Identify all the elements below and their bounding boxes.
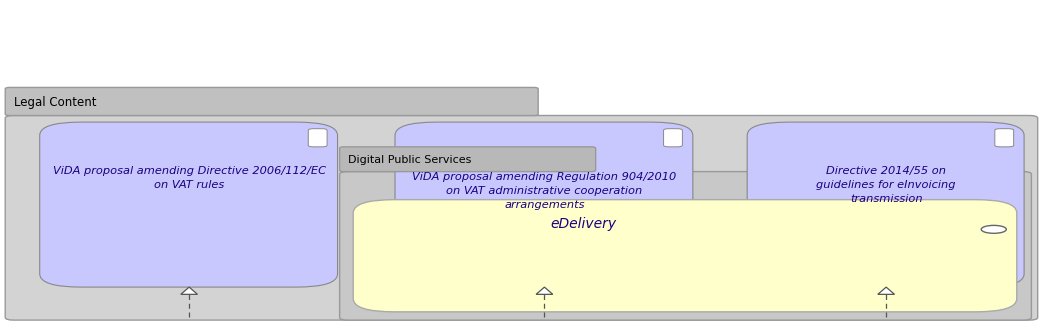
Text: Digital Public Services: Digital Public Services: [348, 155, 471, 165]
Circle shape: [981, 225, 1006, 233]
Text: ViDA proposal amending Regulation 904/2010
on VAT administrative cooperation
arr: ViDA proposal amending Regulation 904/20…: [413, 172, 676, 211]
FancyBboxPatch shape: [747, 122, 1024, 287]
FancyBboxPatch shape: [5, 87, 538, 116]
Polygon shape: [536, 287, 553, 294]
Polygon shape: [181, 287, 198, 294]
FancyBboxPatch shape: [308, 129, 327, 147]
Text: ViDA proposal amending Directive 2006/112/EC
on VAT rules: ViDA proposal amending Directive 2006/11…: [52, 166, 326, 190]
FancyBboxPatch shape: [40, 122, 338, 287]
FancyBboxPatch shape: [664, 129, 682, 147]
Text: eDelivery: eDelivery: [550, 217, 617, 231]
FancyBboxPatch shape: [395, 122, 693, 287]
FancyBboxPatch shape: [340, 147, 596, 172]
FancyBboxPatch shape: [995, 129, 1014, 147]
FancyBboxPatch shape: [5, 115, 1038, 320]
Polygon shape: [878, 287, 895, 294]
Text: Legal Content: Legal Content: [14, 96, 96, 109]
FancyBboxPatch shape: [353, 200, 1017, 312]
Text: Directive 2014/55 on
guidelines for eInvoicing
transmission: Directive 2014/55 on guidelines for eInv…: [816, 166, 956, 204]
FancyBboxPatch shape: [340, 172, 1031, 320]
